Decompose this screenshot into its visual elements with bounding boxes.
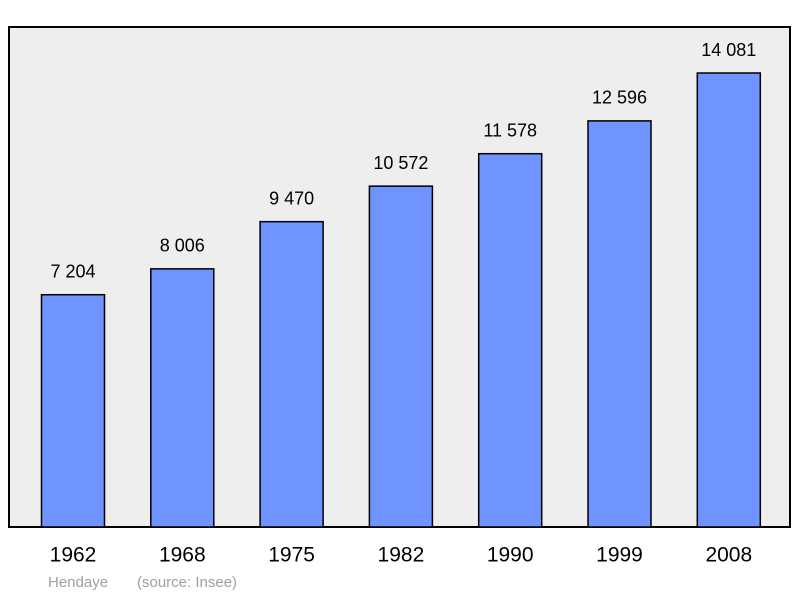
value-label: 11 578 [483,120,537,140]
bar [696,72,762,528]
x-tick-label: 1982 [378,544,425,567]
caption: Hendaye [48,574,108,591]
x-tick-label: 1990 [487,544,534,567]
bar [150,268,215,528]
value-label: 10 572 [373,153,428,173]
x-tick-label: 1968 [159,544,206,567]
bar [259,220,324,528]
x-tick-label: 1999 [596,544,643,567]
bar [368,185,434,528]
bar [40,293,106,528]
value-label: 8 006 [160,236,205,256]
value-label: 7 204 [50,261,95,281]
source: (source: Insee) [137,574,237,591]
x-tick-label: 1962 [50,544,97,567]
x-tick-label: 1975 [268,544,315,567]
x-tick-label: 2008 [705,544,752,567]
value-label: 12 596 [592,88,647,108]
value-label: 14 081 [701,40,756,60]
value-label: 9 470 [269,188,314,208]
bar [587,120,652,528]
bar [477,152,543,528]
